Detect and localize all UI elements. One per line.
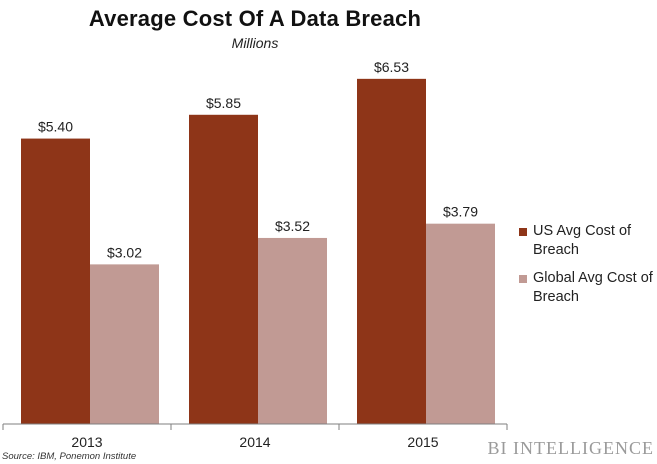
legend-swatch-us — [519, 228, 527, 236]
data-label-us-2014: $5.85 — [206, 95, 241, 111]
bar-global-2014 — [258, 237, 327, 424]
chart-title: Average Cost Of A Data Breach — [88, 6, 422, 31]
bar-us-2014 — [189, 114, 258, 425]
data-label-global-2013: $3.02 — [107, 244, 142, 260]
data-label-global-2014: $3.52 — [275, 218, 310, 234]
legend-label-us: US Avg Cost of Breach — [533, 223, 632, 258]
bar-global-2015 — [426, 223, 495, 424]
brand-logo: BI INTELLIGENCE — [487, 438, 654, 458]
source-note: Source: IBM, Ponemon Institute — [2, 451, 137, 462]
legend-item-us: US Avg Cost of Breach — [519, 222, 657, 260]
bar-global-2013 — [90, 264, 159, 424]
x-tick-label-2013: 2013 — [71, 434, 102, 450]
data-label-us-2013: $5.40 — [38, 119, 73, 135]
legend: US Avg Cost of Breach Global Avg Cost of… — [519, 222, 657, 316]
bar-us-2013 — [21, 138, 90, 425]
chart-subtitle: Millions — [231, 35, 279, 51]
legend-item-global: Global Avg Cost of Breach — [519, 269, 657, 307]
x-tick-label-2015: 2015 — [407, 434, 438, 450]
legend-swatch-global — [519, 275, 527, 283]
data-label-us-2015: $6.53 — [374, 59, 409, 75]
bar-us-2015 — [357, 78, 426, 424]
legend-label-global: Global Avg Cost of Breach — [533, 270, 653, 305]
x-tick-label-2014: 2014 — [239, 434, 270, 450]
data-label-global-2015: $3.79 — [443, 204, 478, 220]
